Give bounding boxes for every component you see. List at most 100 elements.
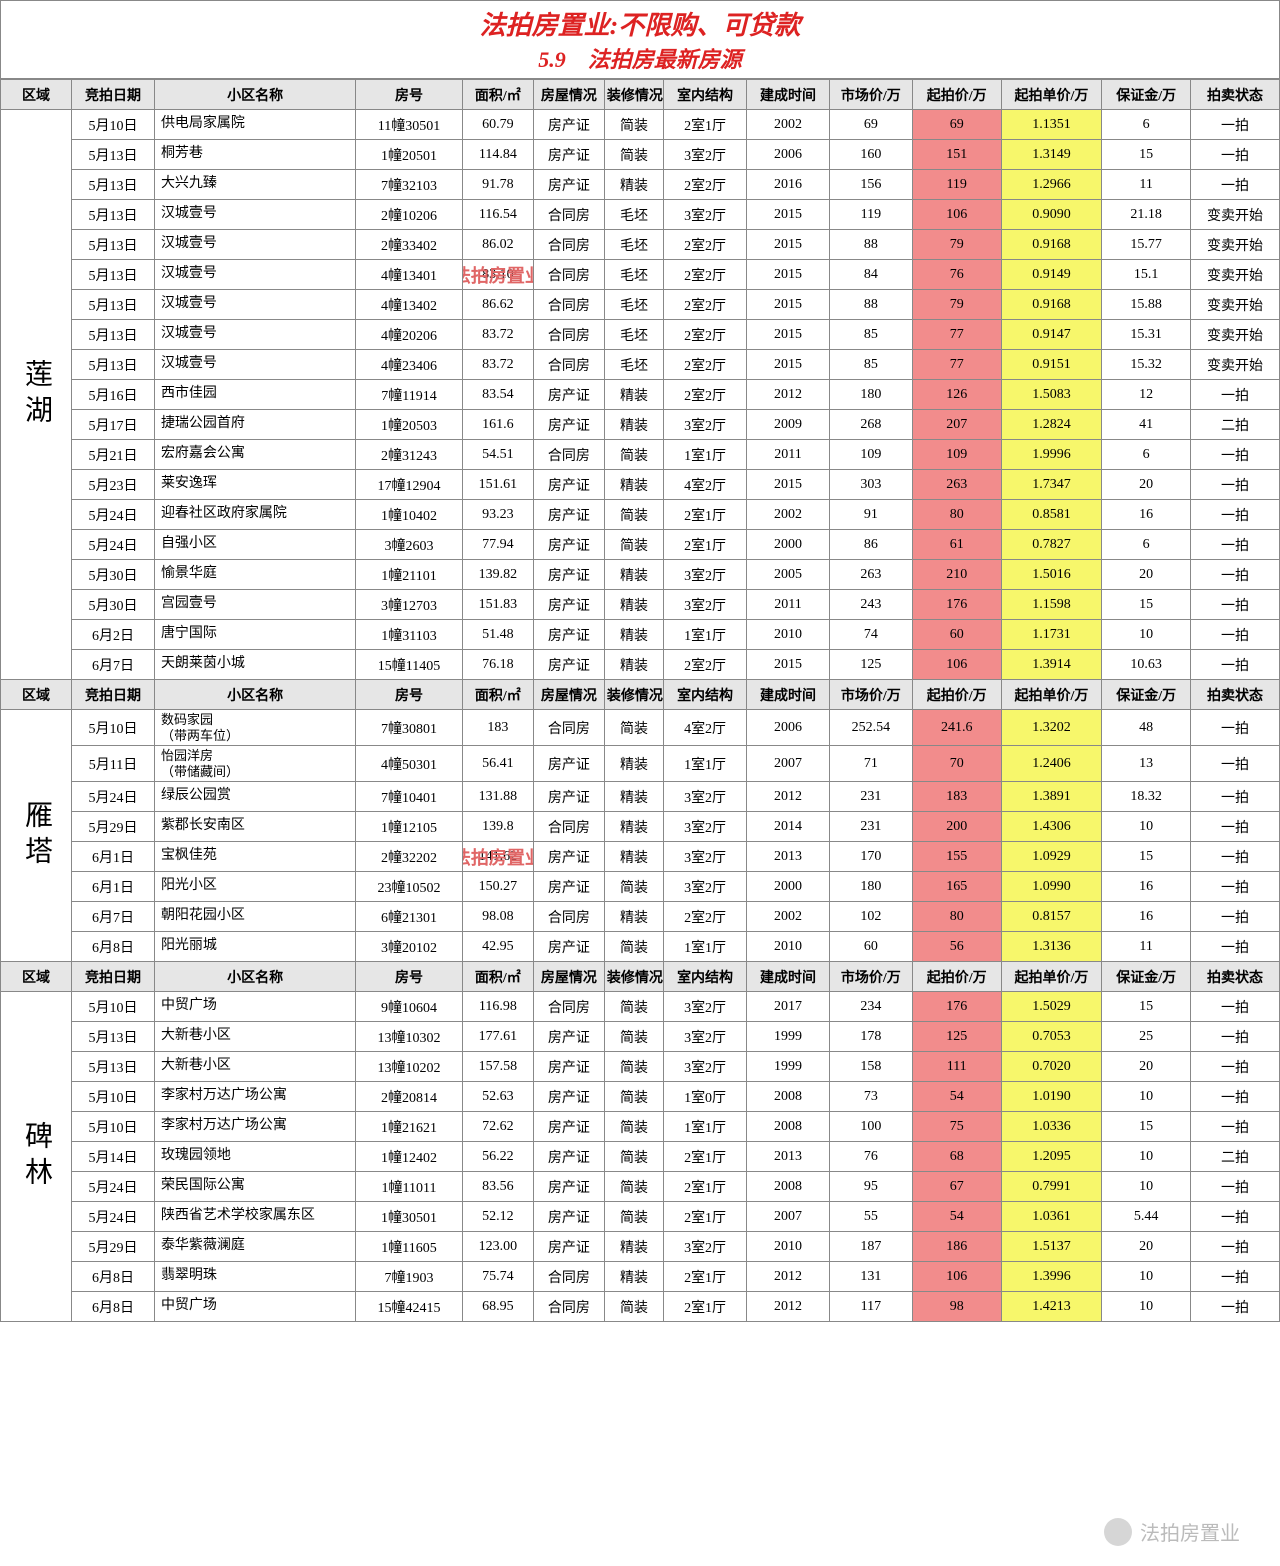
table-cell: 玫瑰园领地 — [154, 1142, 355, 1172]
data-table: 区域竞拍日期小区名称房号面积/㎡房屋情况装修情况室内结构建成时间市场价/万起拍价… — [0, 79, 1280, 1322]
inline-watermark: 法拍房置业 — [462, 844, 533, 870]
table-cell: 5月13日 — [72, 1022, 155, 1052]
table-cell: 7幢11914 — [356, 380, 463, 410]
table-cell: 86.02 — [462, 230, 533, 260]
table-cell: 1.5016 — [1001, 560, 1102, 590]
table-cell: 2室1厅 — [664, 1202, 747, 1232]
table-cell: 176 — [912, 992, 1001, 1022]
table-cell: 151.83 — [462, 590, 533, 620]
table-cell: 5月24日 — [72, 530, 155, 560]
table-cell: 5月24日 — [72, 1172, 155, 1202]
table-cell: 1.5029 — [1001, 992, 1102, 1022]
table-header-cell: 拍卖状态 — [1191, 680, 1280, 710]
table-cell: 5月30日 — [72, 590, 155, 620]
table-cell: 汉城壹号 — [154, 260, 355, 290]
table-cell: 6幢21301 — [356, 902, 463, 932]
table-cell: 4幢23406 — [356, 350, 463, 380]
table-cell: 1幢30501 — [356, 1202, 463, 1232]
table-cell: 二拍 — [1191, 1142, 1280, 1172]
table-cell: 75.74 — [462, 1262, 533, 1292]
table-cell: 2015 — [747, 260, 830, 290]
table-cell: 123.00 — [462, 1232, 533, 1262]
table-cell: 汉城壹号 — [154, 350, 355, 380]
table-cell: 绿辰公园赏 — [154, 782, 355, 812]
table-cell: 125 — [912, 1022, 1001, 1052]
table-cell: 合同房 — [533, 1262, 604, 1292]
table-cell: 3幢2603 — [356, 530, 463, 560]
table-cell: 106 — [912, 1262, 1001, 1292]
table-cell: 10 — [1102, 812, 1191, 842]
table-cell: 2002 — [747, 500, 830, 530]
table-cell: 18.32 — [1102, 782, 1191, 812]
table-header-cell: 房屋情况 — [533, 962, 604, 992]
table-cell: 86.62 — [462, 290, 533, 320]
table-cell: 186 — [912, 1232, 1001, 1262]
table-cell: 303 — [829, 470, 912, 500]
table-header-cell: 房号 — [356, 80, 463, 110]
table-cell: 精装 — [604, 782, 663, 812]
table-cell: 房产证 — [533, 560, 604, 590]
table-cell: 一拍 — [1191, 872, 1280, 902]
table-cell: 2008 — [747, 1082, 830, 1112]
table-row: 5月13日大兴九臻7幢3210391.78房产证精装2室2厅2016156119… — [1, 170, 1280, 200]
table-cell: 2012 — [747, 1292, 830, 1322]
table-row: 5月30日愉景华庭1幢21101139.82房产证精装3室2厅200526321… — [1, 560, 1280, 590]
table-cell: 简装 — [604, 1142, 663, 1172]
table-cell: 变卖开始 — [1191, 320, 1280, 350]
table-cell: 3室2厅 — [664, 560, 747, 590]
region-cell: 莲湖 — [1, 110, 72, 680]
table-cell: 3室2厅 — [664, 782, 747, 812]
table-header-cell: 小区名称 — [154, 680, 355, 710]
table-header-cell: 区域 — [1, 962, 72, 992]
table-cell: 1室1厅 — [664, 932, 747, 962]
table-cell: 一拍 — [1191, 170, 1280, 200]
table-cell: 中贸广场 — [154, 992, 355, 1022]
table-cell: 大新巷小区 — [154, 1052, 355, 1082]
table-row: 莲湖5月10日供电局家属院11幢3050160.79房产证简装2室1厅20026… — [1, 110, 1280, 140]
table-cell: 房产证 — [533, 530, 604, 560]
table-cell: 0.8581 — [1001, 500, 1102, 530]
table-cell: 2008 — [747, 1172, 830, 1202]
table-cell: 79 — [912, 230, 1001, 260]
table-cell: 263 — [912, 470, 1001, 500]
table-cell: 68.95 — [462, 1292, 533, 1322]
table-cell: 5.44 — [1102, 1202, 1191, 1232]
table-cell: 2007 — [747, 1202, 830, 1232]
table-cell: 天朗莱茵小城 — [154, 650, 355, 680]
table-cell: 85 — [829, 320, 912, 350]
table-cell: 1.0361 — [1001, 1202, 1102, 1232]
table-header-row: 区域竞拍日期小区名称房号面积/㎡房屋情况装修情况室内结构建成时间市场价/万起拍价… — [1, 680, 1280, 710]
table-header-cell: 装修情况 — [604, 680, 663, 710]
table-header-cell: 面积/㎡ — [462, 80, 533, 110]
table-cell: 0.9147 — [1001, 320, 1102, 350]
table-cell: 合同房 — [533, 1292, 604, 1322]
table-cell: 1幢21101 — [356, 560, 463, 590]
table-cell: 陕西省艺术学校家属东区 — [154, 1202, 355, 1232]
table-cell: 6 — [1102, 440, 1191, 470]
table-row: 5月24日自强小区3幢260377.94房产证简装2室1厅200086610.7… — [1, 530, 1280, 560]
table-cell: 60.79 — [462, 110, 533, 140]
table-cell: 52.63 — [462, 1082, 533, 1112]
table-cell: 毛坯 — [604, 200, 663, 230]
table-cell: 2室2厅 — [664, 650, 747, 680]
table-cell: 2015 — [747, 650, 830, 680]
table-cell: 83.72 — [462, 320, 533, 350]
table-cell: 102 — [829, 902, 912, 932]
table-cell: 74 — [829, 620, 912, 650]
table-cell: 1.0990 — [1001, 872, 1102, 902]
table-row: 6月2日唐宁国际1幢3110351.48房产证精装1室1厅201074601.1… — [1, 620, 1280, 650]
table-cell: 0.7991 — [1001, 1172, 1102, 1202]
table-cell: 2015 — [747, 290, 830, 320]
table-cell: 5月21日 — [72, 440, 155, 470]
table-cell: 77 — [912, 350, 1001, 380]
table-cell: 简装 — [604, 1292, 663, 1322]
table-cell: 231 — [829, 782, 912, 812]
table-cell: 3室2厅 — [664, 842, 747, 872]
table-cell: 0.7020 — [1001, 1052, 1102, 1082]
table-cell: 5月10日 — [72, 1112, 155, 1142]
table-cell: 2017 — [747, 992, 830, 1022]
table-cell: 10 — [1102, 1082, 1191, 1112]
table-cell: 简装 — [604, 1022, 663, 1052]
table-cell: 6月7日 — [72, 902, 155, 932]
table-row: 5月14日玫瑰园领地1幢1240256.22房产证简装2室1厅201376681… — [1, 1142, 1280, 1172]
